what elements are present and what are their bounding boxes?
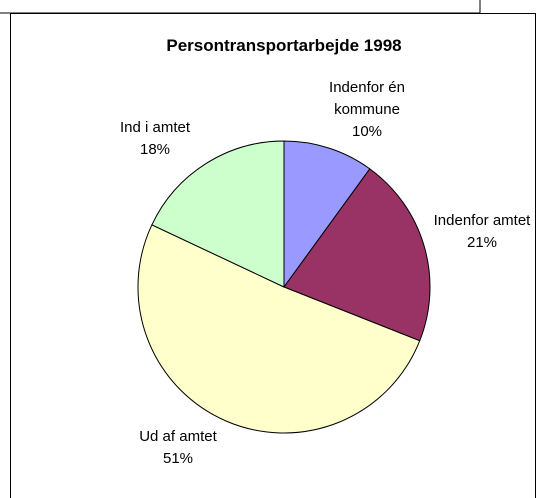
pie-slice	[137, 224, 421, 434]
pie-slice	[151, 140, 285, 288]
category-label: Ind i amtet	[119, 119, 191, 136]
percent-label: 51%	[162, 450, 194, 467]
pie	[137, 140, 431, 434]
data-label: Indenfor én kommune 10%	[312, 77, 422, 143]
data-label: Ud af amtet 51%	[118, 426, 238, 470]
chart-title: Persontransportarbejde 1998	[166, 36, 402, 55]
data-label: Ind i amtet 18%	[95, 117, 215, 161]
category-label: Ud af amtet	[139, 428, 217, 445]
category-label: Indenfor én kommune	[329, 79, 405, 118]
percent-label: 18%	[139, 141, 171, 158]
percent-label: 10%	[351, 123, 383, 140]
pie-slice	[283, 140, 371, 289]
category-label: Indenfor amtet	[433, 212, 531, 229]
chart-frame	[10, 13, 536, 498]
data-label: Indenfor amtet 21%	[432, 210, 532, 254]
pie-slice	[283, 168, 431, 342]
percent-label: 21%	[466, 234, 498, 251]
